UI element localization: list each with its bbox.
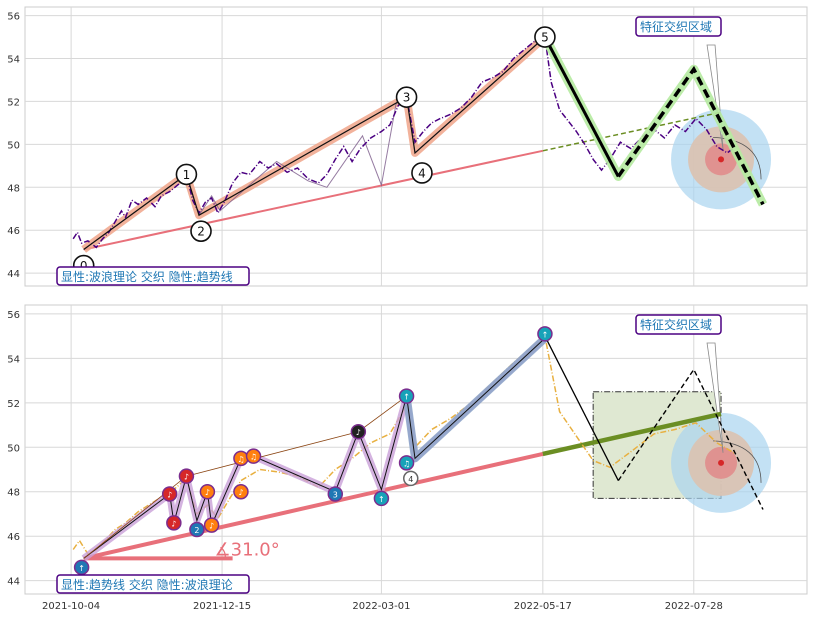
x-tick-label: 2021-12-15 — [193, 601, 251, 612]
wave-point-label: 0 — [80, 259, 88, 273]
projection-dashed — [616, 65, 765, 206]
wave-marker — [233, 483, 249, 500]
projection-dashed — [617, 368, 764, 510]
info-label-box — [56, 574, 250, 594]
info-label: 显性:趋势线 交织 隐性:波浪理论 — [61, 577, 233, 592]
projection-down — [544, 335, 619, 481]
wave-marker — [199, 483, 216, 500]
wave-point-label: 2 — [197, 225, 205, 239]
wave-marker — [245, 448, 262, 464]
wave-marker — [178, 468, 195, 484]
wave-point-marker — [190, 220, 212, 242]
wave-marker-label: ♪ — [171, 519, 176, 528]
x-tick-label: 2022-03-01 — [352, 601, 410, 612]
wave-marker — [373, 490, 390, 507]
y-tick-label: 44 — [7, 269, 20, 280]
wave-marker-label: ♫ — [237, 455, 244, 464]
y-tick-label: 56 — [7, 12, 20, 23]
trend-projection — [542, 111, 722, 152]
wave-marker-label: ♪ — [184, 473, 189, 482]
x-tick-label: 2021-10-04 — [42, 601, 100, 612]
zone-label-box — [635, 16, 722, 37]
wave-marker-label: ↑ — [403, 393, 410, 402]
y-tick-label: 54 — [7, 354, 20, 365]
wave-point-label: 1 — [183, 168, 191, 182]
wave-point-marker — [175, 163, 198, 186]
y-tick-label: 46 — [7, 532, 20, 543]
y-tick-label: 50 — [7, 443, 20, 454]
wave-line — [83, 36, 546, 250]
y-tick-label: 46 — [7, 226, 20, 237]
trend-angle-label: ∡31.0° — [215, 539, 280, 560]
wave-marker — [166, 515, 182, 531]
y-tick-label: 52 — [7, 399, 20, 410]
y-tick-label: 50 — [7, 140, 20, 151]
y-tick-label: 56 — [7, 310, 20, 321]
wave-marker-label: ↑ — [378, 495, 385, 504]
wave-point-marker — [534, 26, 556, 48]
wave-point-marker — [395, 86, 418, 108]
wave-marker-label: 3 — [333, 490, 338, 499]
trend-line — [83, 149, 544, 251]
trend-line — [83, 451, 544, 561]
x-tick-label: 2022-07-28 — [665, 601, 723, 612]
wave-marker-label: ♫ — [403, 459, 410, 468]
wave-marker-label: 4 — [408, 475, 413, 484]
wave-marker-label: ↑ — [78, 564, 85, 573]
y-tick-label: 44 — [7, 577, 20, 588]
x-tick-label: 2022-05-17 — [514, 601, 572, 612]
wave-marker — [189, 521, 205, 538]
target-center-dot — [718, 156, 725, 163]
y-tick-label: 54 — [7, 55, 20, 66]
trend-projection — [542, 411, 722, 457]
y-tick-label: 52 — [7, 97, 20, 108]
projection-down — [543, 36, 620, 178]
wave-marker — [398, 455, 415, 471]
y-tick-label: 48 — [7, 183, 20, 194]
wave-marker — [161, 486, 178, 502]
wave-marker-label: ♪ — [238, 488, 243, 497]
wave-marker-label: 2 — [194, 526, 199, 535]
price-series — [72, 35, 737, 249]
panel-top: 44 46 48 50 52 54 56 0 1 2 3 4 5 显性:波浪理论 交织 隐性:趋势线 特征交… — [7, 6, 808, 287]
zone-label: 特征交织区域 — [640, 19, 712, 34]
wave-marker — [537, 326, 553, 342]
wave-marker-label: ♪ — [205, 488, 210, 497]
target-center-dot — [718, 459, 725, 466]
wave-marker — [403, 470, 419, 487]
wave-marker-label: ♫ — [250, 453, 257, 462]
y-tick-label: 48 — [7, 488, 20, 499]
wave-point-marker — [411, 162, 433, 184]
zone-pointer — [706, 342, 724, 453]
panel-bottom: 44 46 48 50 52 54 56 ↑ ♪ ♪ ♪ 2 ♪ ♪ ♫ ♫ ♪ 3 ♪ ↑ ↑ ♫ 4 ↑ ∡31.0° 显性:… — [7, 304, 808, 595]
wave-marker — [350, 423, 367, 440]
wave-marker — [327, 486, 344, 502]
wave-marker — [398, 388, 415, 404]
wave-marker-label: ♪ — [209, 522, 214, 531]
wave-marker-label: ♪ — [167, 490, 172, 499]
wave-point-label: 5 — [541, 31, 549, 45]
wave-point-label: 3 — [403, 91, 411, 105]
info-label-box — [56, 266, 250, 286]
wave-marker — [203, 517, 220, 533]
zone-label-box — [635, 314, 722, 335]
wave-marker-label: ↑ — [542, 330, 549, 339]
wave-point-label: 4 — [418, 166, 426, 180]
info-label: 显性:波浪理论 交织 隐性:趋势线 — [61, 269, 233, 284]
zone-label: 特征交织区域 — [640, 317, 712, 332]
channel-line — [83, 395, 407, 559]
wave-marker-label: ♪ — [356, 428, 361, 437]
